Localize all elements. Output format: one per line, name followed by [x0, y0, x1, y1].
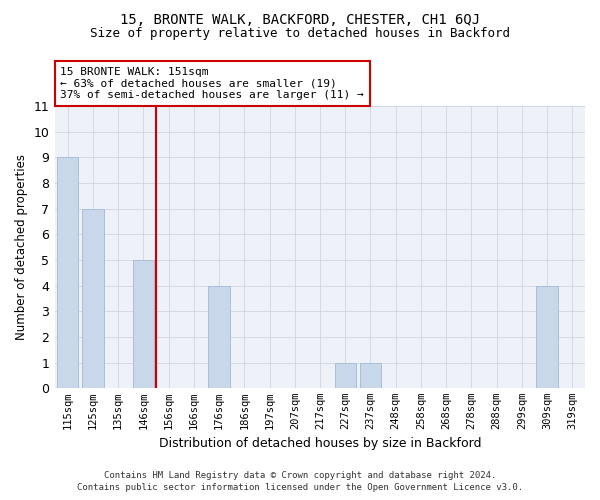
Text: Contains HM Land Registry data © Crown copyright and database right 2024.
Contai: Contains HM Land Registry data © Crown c… [77, 471, 523, 492]
Text: Size of property relative to detached houses in Backford: Size of property relative to detached ho… [90, 28, 510, 40]
Text: 15, BRONTE WALK, BACKFORD, CHESTER, CH1 6QJ: 15, BRONTE WALK, BACKFORD, CHESTER, CH1 … [120, 12, 480, 26]
X-axis label: Distribution of detached houses by size in Backford: Distribution of detached houses by size … [159, 437, 481, 450]
Bar [536, 286, 558, 389]
Bar [133, 260, 154, 388]
Y-axis label: Number of detached properties: Number of detached properties [15, 154, 28, 340]
Bar [335, 362, 356, 388]
Bar [208, 286, 230, 389]
Bar [360, 362, 381, 388]
Bar [82, 208, 104, 388]
Bar [57, 158, 79, 388]
Text: 15 BRONTE WALK: 151sqm
← 63% of detached houses are smaller (19)
37% of semi-det: 15 BRONTE WALK: 151sqm ← 63% of detached… [60, 67, 364, 100]
